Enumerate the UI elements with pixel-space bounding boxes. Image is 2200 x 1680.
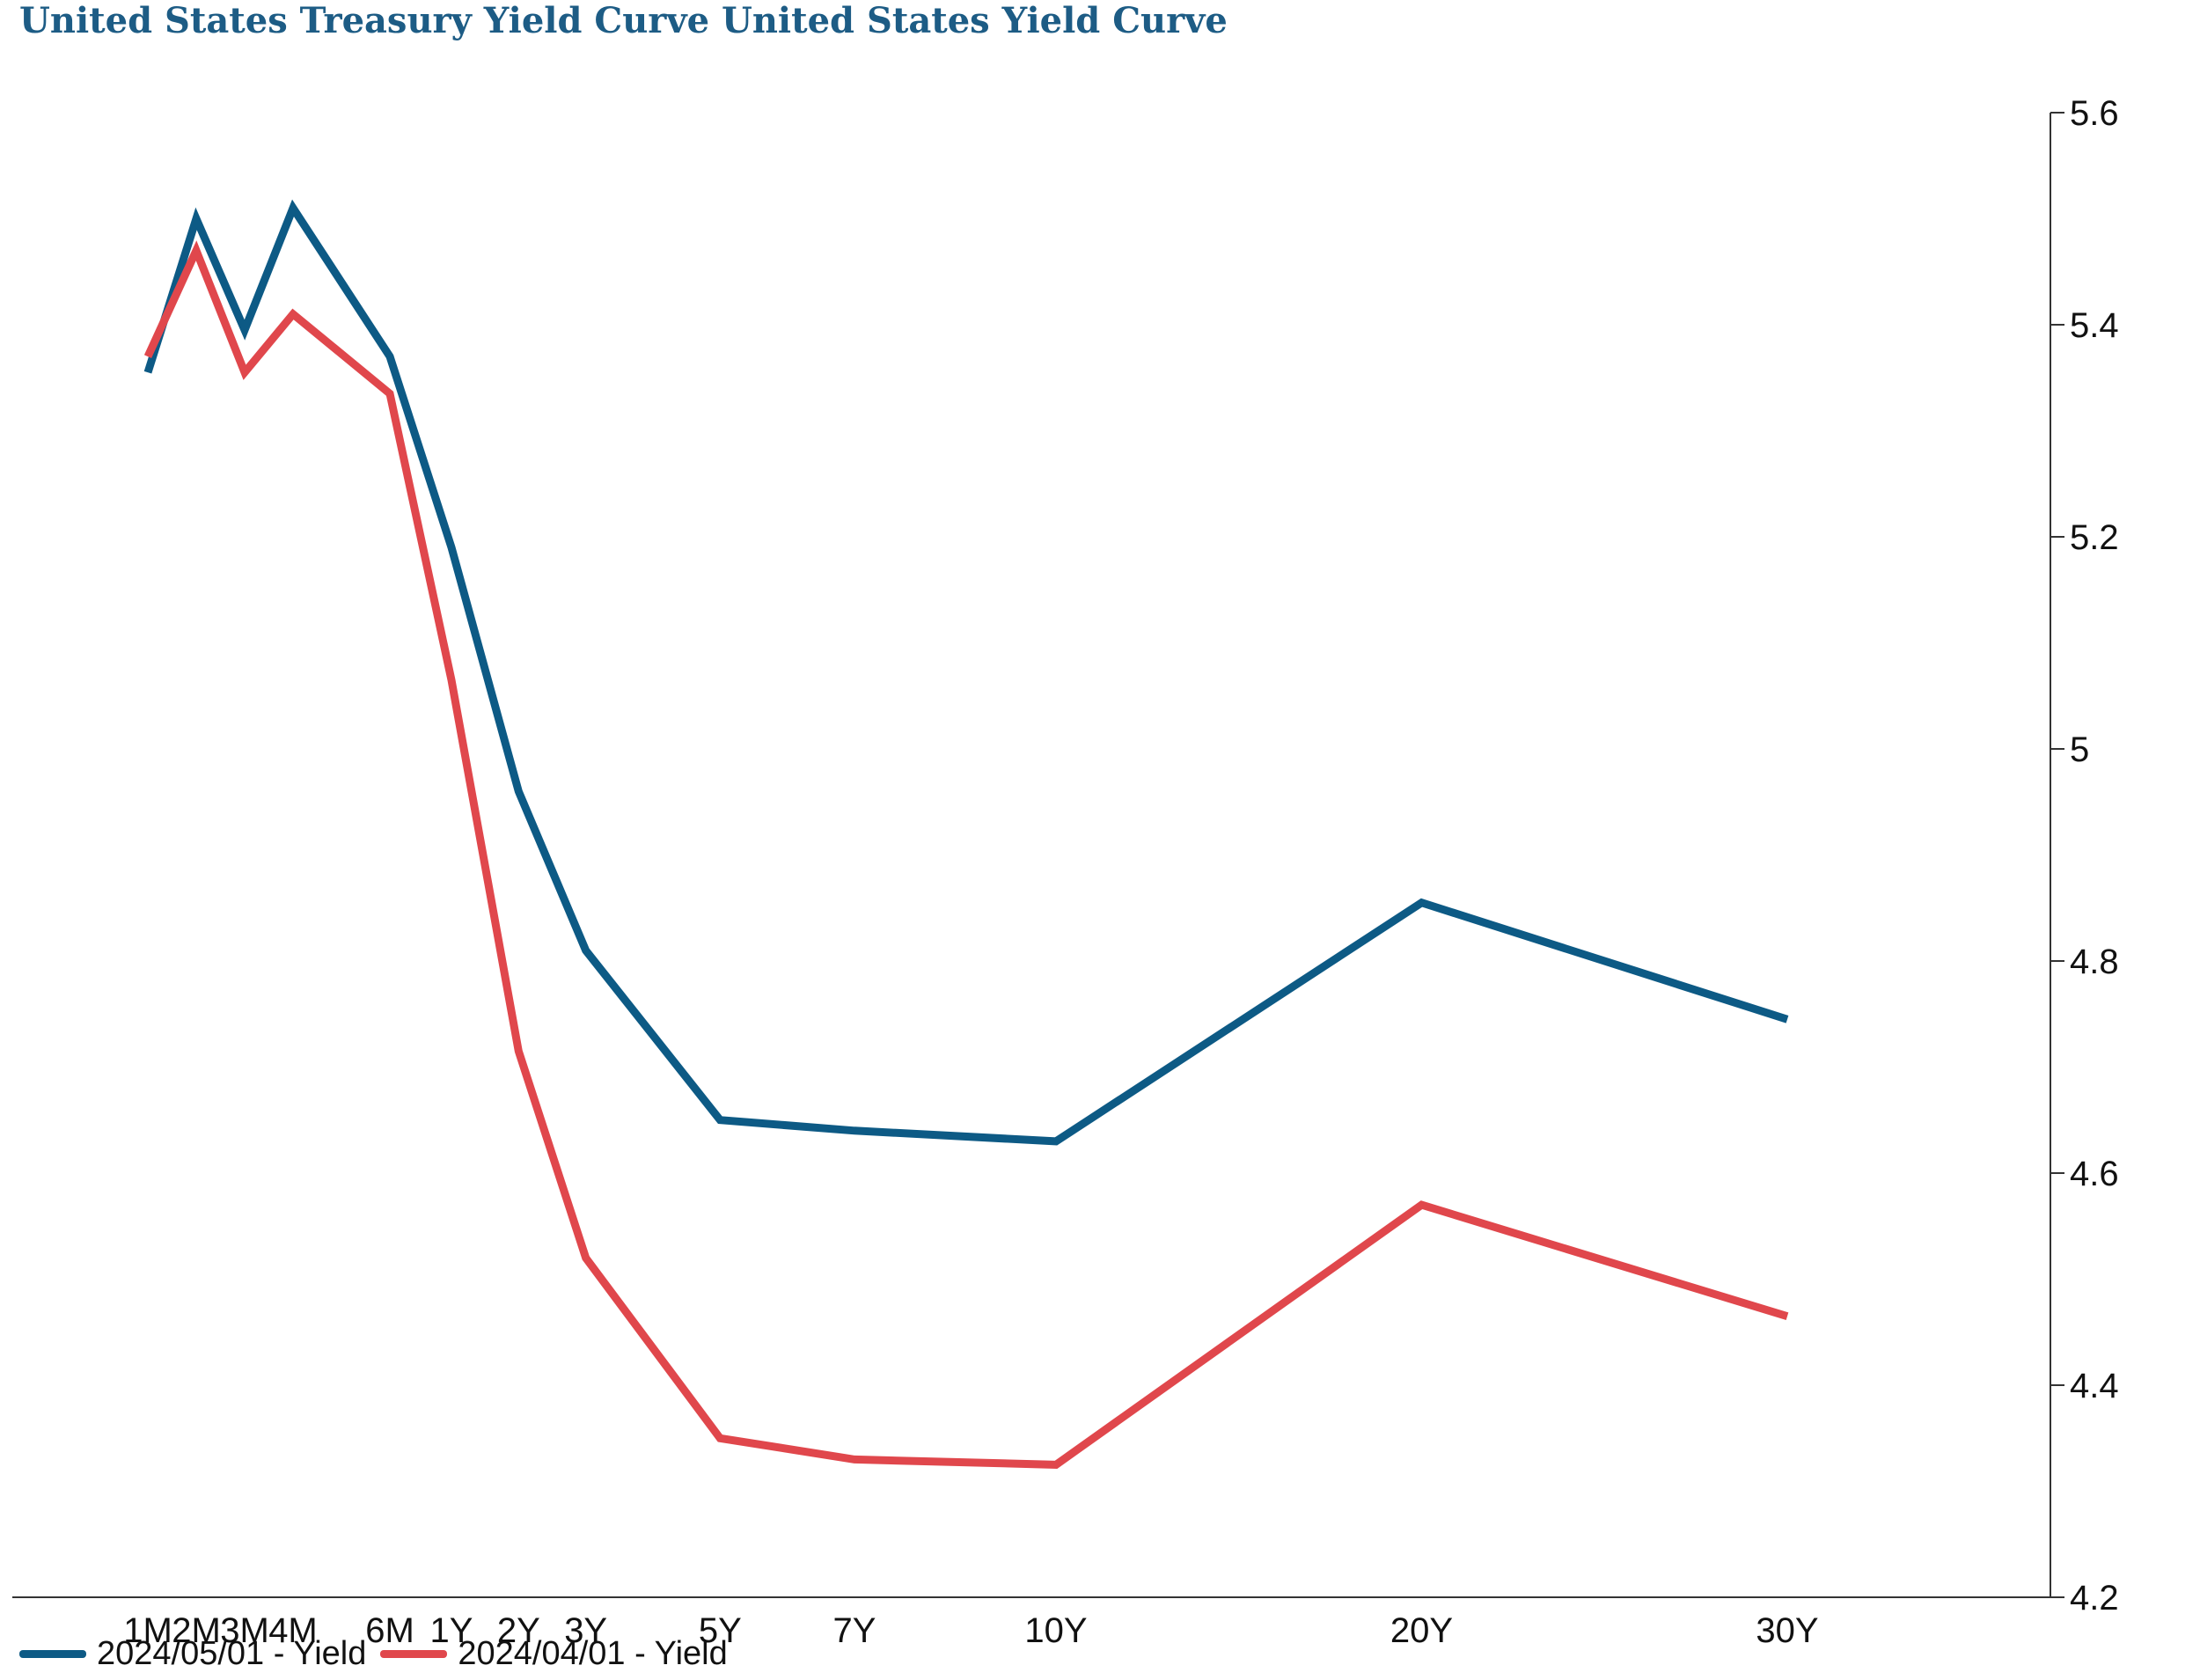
legend-label-series-2: 2024/04/01 - Yield (458, 1635, 728, 1672)
axes (12, 112, 2064, 1598)
x-tick-label: 20Y (1390, 1611, 1453, 1650)
x-tick-label: 5Y (699, 1611, 742, 1650)
x-tick-label: 2Y (497, 1611, 540, 1650)
x-tick-label: 30Y (1756, 1611, 1818, 1650)
legend-label-series-1: 2024/05/01 - Yield (97, 1635, 367, 1672)
legend-item-series-2: 2024/04/01 - Yield (380, 1635, 728, 1673)
x-tick-label: 7Y (833, 1611, 876, 1650)
legend: 2024/05/01 - Yield 2024/04/01 - Yield (19, 1635, 742, 1673)
series-line-1 (143, 199, 1789, 1146)
x-tick-label: 6M (365, 1611, 414, 1650)
x-tick-label: 2M (172, 1611, 221, 1650)
y-tick-label: 5 (2070, 730, 2089, 769)
legend-swatch-series-2 (380, 1650, 448, 1658)
y-tick-label: 4.2 (2070, 1579, 2119, 1618)
y-tick-label: 4.6 (2070, 1155, 2119, 1193)
x-tick-label: 1Y (430, 1611, 473, 1650)
legend-swatch-series-1 (19, 1650, 86, 1658)
y-tick-label: 5.6 (2070, 94, 2119, 133)
x-tick-label: 4M (268, 1611, 318, 1650)
legend-item-series-1: 2024/05/01 - Yield (19, 1635, 366, 1673)
series-lines (143, 199, 1789, 1469)
y-tick-label: 4.4 (2070, 1367, 2119, 1405)
y-tick-label: 5.2 (2070, 518, 2119, 557)
x-tick-label: 3M (220, 1611, 269, 1650)
y-tick-label: 5.4 (2070, 306, 2119, 345)
x-tick-label: 3Y (564, 1611, 607, 1650)
y-tick-label: 4.8 (2070, 943, 2119, 981)
series-line-2 (143, 240, 1789, 1469)
tick-labels: 5.6 5.4 5.2 5 4.8 4.6 4.4 4.2 1M 2M 3M 4M 6M 1Y 2Y 3Y 5Y… (123, 94, 2118, 1650)
x-tick-label: 10Y (1024, 1611, 1087, 1650)
chart-title: United States Treasury Yield Curve Unite… (19, 0, 1228, 41)
x-tick-label: 1M (123, 1611, 172, 1650)
